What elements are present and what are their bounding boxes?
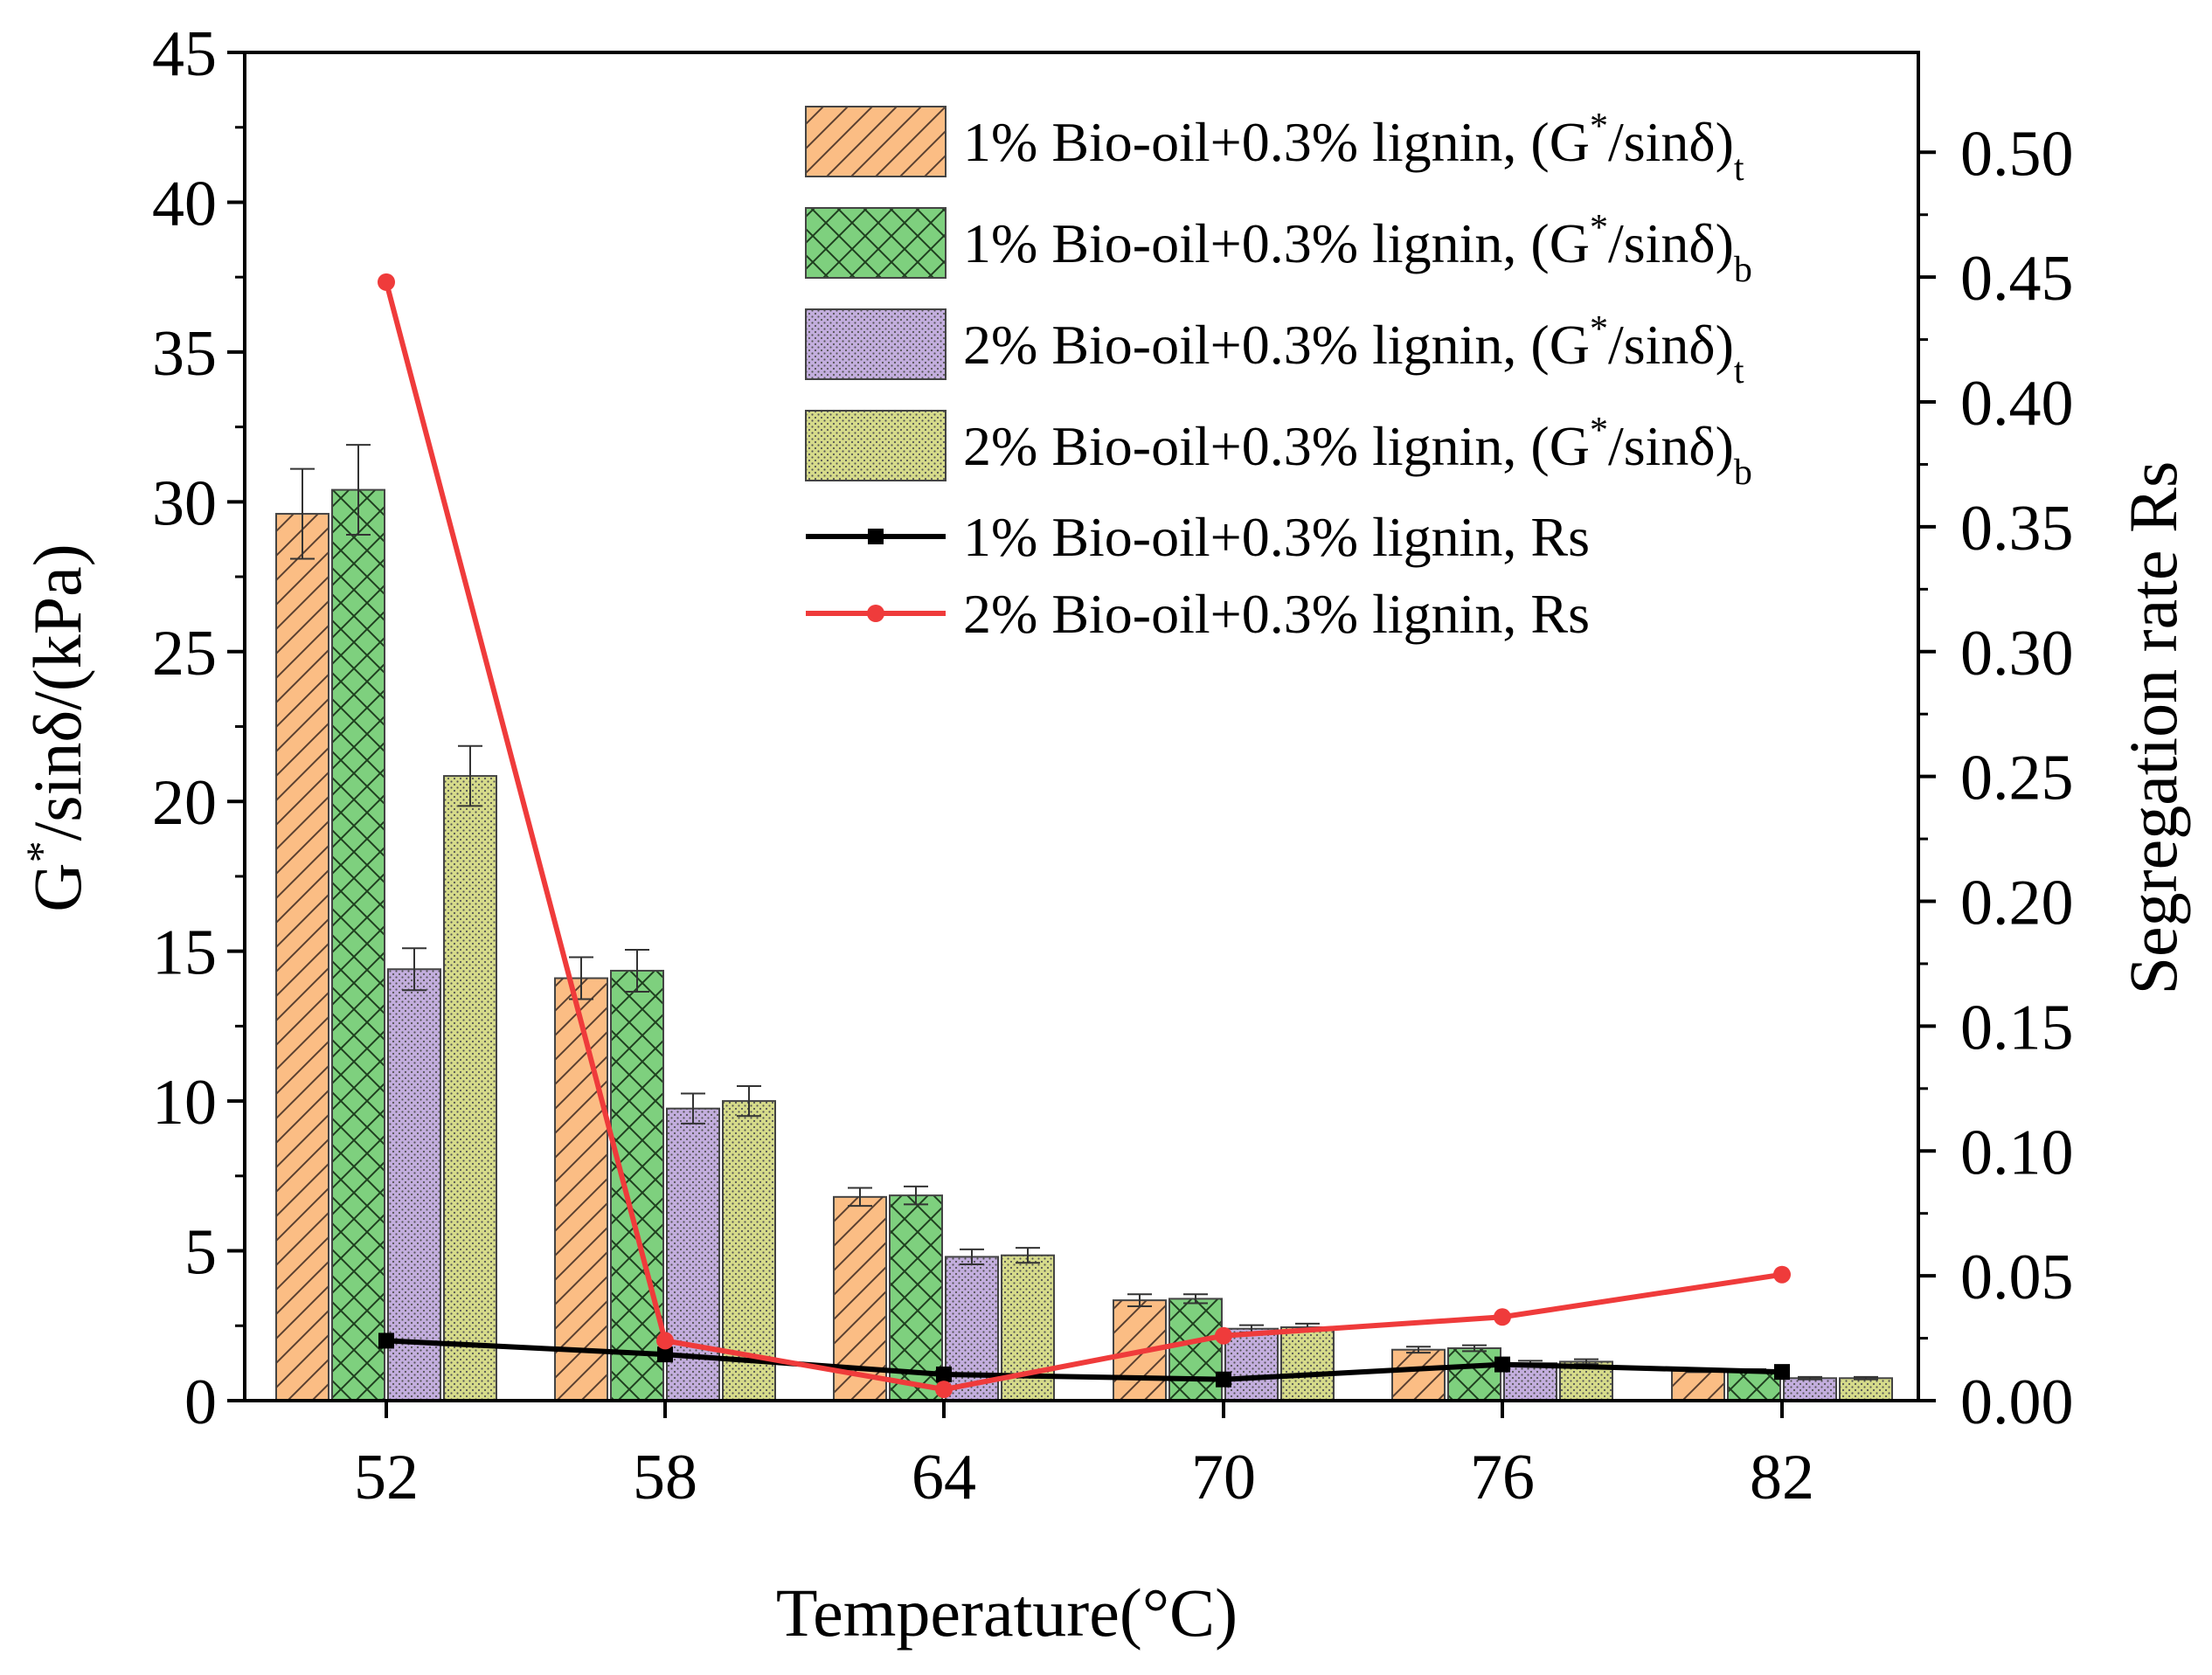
legend-marker bbox=[868, 529, 884, 544]
legend-label: 2% Bio-oil+0.3% lignin, (G*/sinδ)t bbox=[963, 309, 1744, 391]
rs-point bbox=[1773, 1265, 1791, 1284]
bar-pattern bbox=[387, 968, 441, 1402]
y2-tick-label: 0.45 bbox=[1960, 243, 2074, 315]
rs-point bbox=[935, 1381, 953, 1399]
bar-pattern bbox=[554, 977, 608, 1402]
y2-tick-label: 0.40 bbox=[1960, 368, 2074, 440]
x-tick-label: 70 bbox=[1191, 1442, 1256, 1513]
rs-point bbox=[657, 1346, 673, 1363]
y-tick-label: 0 bbox=[184, 1367, 217, 1438]
y2-tick-label: 0.35 bbox=[1960, 493, 2074, 564]
x-tick-label: 82 bbox=[1750, 1442, 1814, 1513]
y2-tick-label: 0.10 bbox=[1960, 1117, 2074, 1188]
bar-pattern bbox=[1727, 1369, 1781, 1402]
bar-pattern bbox=[1280, 1325, 1335, 1402]
rs-point bbox=[1216, 1371, 1231, 1388]
y-tick-label: 20 bbox=[152, 767, 217, 839]
bar-pattern bbox=[1503, 1362, 1557, 1402]
bar-pattern bbox=[666, 1107, 720, 1402]
x-tick-label: 52 bbox=[354, 1442, 419, 1513]
rs-point bbox=[1215, 1326, 1232, 1345]
x-tick-label: 58 bbox=[633, 1442, 697, 1513]
y2-tick-label: 0.15 bbox=[1960, 992, 2074, 1063]
rs-line bbox=[384, 281, 1783, 1393]
bar-pattern bbox=[1447, 1346, 1501, 1402]
y2-tick-label: 0.00 bbox=[1960, 1367, 2074, 1438]
rs-lines bbox=[378, 273, 1791, 1399]
legend-label: 2% Bio-oil+0.3% lignin, Rs bbox=[963, 583, 1590, 645]
rs-line bbox=[385, 1338, 1783, 1382]
rs-point bbox=[1494, 1308, 1511, 1326]
legend-swatch-pattern bbox=[805, 106, 947, 177]
legend-label: 2% Bio-oil+0.3% lignin, (G*/sinδ)b bbox=[963, 411, 1752, 493]
y-tick-label: 15 bbox=[152, 917, 217, 989]
y2-tick-label: 0.50 bbox=[1960, 118, 2074, 190]
rs-point bbox=[1774, 1364, 1790, 1381]
bar-pattern bbox=[443, 775, 497, 1402]
legend-label: 1% Bio-oil+0.3% lignin, (G*/sinδ)t bbox=[963, 107, 1744, 189]
y-tick-label: 25 bbox=[152, 618, 217, 689]
legend: 1% Bio-oil+0.3% lignin, (G*/sinδ)t 1% Bio… bbox=[805, 106, 1752, 645]
axes: 0 5 10 15 20 25 30 35 40 45 0.00 0.05 0.10 0.15 0.20 0.… bbox=[152, 18, 2074, 1513]
bar-pattern bbox=[331, 488, 385, 1402]
bar-pattern bbox=[610, 969, 664, 1402]
bar-pattern bbox=[275, 513, 329, 1402]
bar-pattern bbox=[722, 1100, 776, 1402]
legend-swatch-pattern bbox=[805, 410, 947, 481]
y2-tick-label: 0.30 bbox=[1960, 618, 2074, 689]
y-axis-title: G*/sinδ/(kPa) bbox=[17, 543, 95, 911]
y-tick-label: 5 bbox=[184, 1217, 217, 1289]
bar-pattern bbox=[1839, 1377, 1893, 1402]
legend-marker bbox=[867, 605, 884, 622]
bar-pattern bbox=[1783, 1377, 1837, 1402]
legend-label: 1% Bio-oil+0.3% lignin, (G*/sinδ)b bbox=[963, 208, 1752, 290]
legend-swatch-pattern bbox=[805, 207, 947, 279]
bar-pattern bbox=[1391, 1348, 1446, 1402]
y-tick-label: 30 bbox=[152, 467, 217, 539]
y2-axis-title: Segregation rate Rs bbox=[2115, 461, 2191, 995]
rs-point bbox=[1494, 1356, 1510, 1373]
legend-label: 1% Bio-oil+0.3% lignin, Rs bbox=[963, 506, 1590, 568]
y2-tick-label: 0.05 bbox=[1960, 1242, 2074, 1313]
y-tick-label: 45 bbox=[152, 18, 217, 90]
rs-point bbox=[378, 1332, 394, 1349]
y-tick-label: 10 bbox=[152, 1067, 217, 1139]
rs-point bbox=[936, 1366, 952, 1382]
bar-pattern bbox=[1671, 1369, 1725, 1402]
bar-pattern bbox=[889, 1194, 943, 1402]
x-tick-label: 76 bbox=[1470, 1442, 1535, 1513]
y2-tick-label: 0.20 bbox=[1960, 868, 2074, 939]
rs-point bbox=[378, 273, 395, 291]
bar-pattern bbox=[1168, 1298, 1223, 1402]
y2-tick-label: 0.25 bbox=[1960, 743, 2074, 814]
x-axis-title: Temperature(°C) bbox=[776, 1575, 1238, 1651]
legend-swatch-pattern bbox=[805, 308, 947, 380]
y-tick-label: 35 bbox=[152, 318, 217, 390]
bar-pattern bbox=[1224, 1327, 1279, 1402]
rs-point bbox=[656, 1332, 674, 1350]
x-tick-label: 64 bbox=[912, 1442, 976, 1513]
y-tick-label: 40 bbox=[152, 168, 217, 239]
